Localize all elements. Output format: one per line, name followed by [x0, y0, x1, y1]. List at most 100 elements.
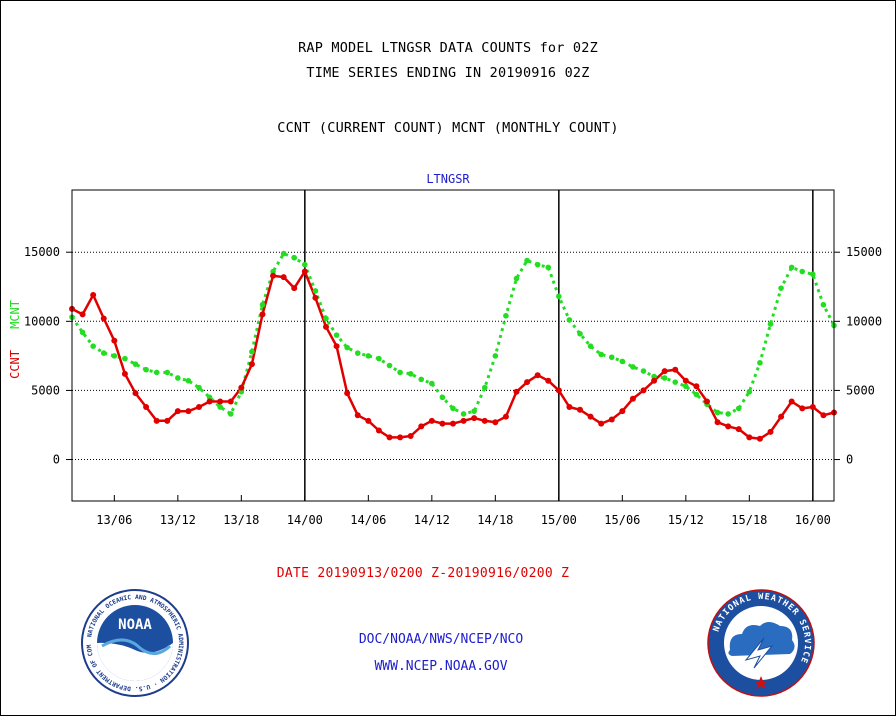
data-point-mcnt: [587, 343, 594, 349]
data-point-mcnt: [153, 369, 160, 376]
data-point-mcnt: [492, 353, 499, 359]
data-point-ccnt: [778, 413, 785, 420]
data-point-ccnt: [301, 268, 308, 275]
x-tick-label: 16/00: [795, 513, 831, 527]
data-point-ccnt: [735, 426, 742, 433]
data-point-mcnt: [249, 348, 255, 355]
data-point-ccnt: [270, 272, 277, 279]
data-point-mcnt: [481, 384, 488, 391]
data-point-mcnt: [534, 261, 541, 268]
data-point-mcnt: [820, 301, 827, 308]
y-tick-label-left: 0: [53, 453, 60, 467]
data-point-ccnt: [725, 423, 732, 430]
data-point-ccnt: [471, 415, 478, 422]
data-point-ccnt: [354, 412, 361, 419]
data-point-ccnt: [153, 417, 160, 424]
data-point-ccnt: [704, 398, 710, 405]
data-point-ccnt: [502, 413, 509, 420]
noaa-logo-text: NOAA: [118, 617, 152, 633]
noaa-logo-icon: NOAA NATIONAL OCEANIC AND ATMOSPHERIC AD…: [80, 588, 189, 697]
data-point-mcnt: [450, 405, 456, 412]
x-tick-label: 14/18: [477, 513, 513, 527]
data-point-ccnt: [386, 434, 393, 441]
data-point-mcnt: [259, 301, 266, 308]
data-point-mcnt: [132, 361, 139, 367]
credit-line-2: WWW.NCEP.NOAA.GOV: [374, 659, 508, 674]
data-point-ccnt: [238, 384, 245, 391]
data-point-ccnt: [248, 361, 255, 368]
data-point-ccnt: [629, 395, 636, 402]
y-tick-label-left: 15000: [24, 245, 60, 259]
grid-lines: [72, 190, 834, 501]
data-point-ccnt: [481, 417, 488, 424]
data-point-mcnt: [799, 268, 806, 275]
data-point-mcnt: [111, 353, 118, 359]
data-point-ccnt: [259, 311, 266, 318]
data-point-ccnt: [619, 408, 626, 415]
data-point-ccnt: [196, 404, 202, 411]
data-point-ccnt: [111, 337, 118, 344]
data-point-ccnt: [651, 377, 658, 384]
data-point-ccnt: [164, 417, 171, 424]
x-tick-label: 13/12: [160, 513, 196, 527]
data-point-mcnt: [164, 369, 171, 376]
data-point-mcnt: [217, 404, 223, 410]
date-range: DATE 20190913/0200 Z-20190916/0200 Z: [276, 566, 570, 581]
data-point-mcnt: [725, 411, 731, 417]
data-point-mcnt: [376, 355, 382, 362]
data-point-ccnt: [121, 370, 128, 377]
data-point-mcnt: [767, 321, 774, 327]
data-point-mcnt: [471, 408, 477, 414]
nws-logo-icon: NATIONAL WEATHER SERVICE: [707, 589, 815, 697]
data-point-mcnt: [280, 250, 287, 257]
credit-line-1: DOC/NOAA/NWS/NCEP/NCO: [358, 632, 524, 647]
chart-title-line1: RAP MODEL LTNGSR DATA COUNTS for 02Z: [298, 40, 598, 56]
data-point-ccnt: [291, 285, 298, 292]
data-point-ccnt: [534, 372, 541, 379]
series-points: [69, 250, 837, 442]
y-tick-label-left: 10000: [24, 314, 60, 328]
data-point-ccnt: [90, 292, 97, 299]
data-point-mcnt: [577, 330, 583, 337]
data-point-mcnt: [693, 391, 700, 398]
data-point-mcnt: [608, 354, 615, 361]
data-point-mcnt: [291, 254, 298, 261]
data-point-ccnt: [756, 435, 763, 442]
data-point-mcnt: [354, 350, 361, 356]
data-point-ccnt: [428, 417, 435, 424]
x-tick-label: 14/00: [287, 513, 323, 527]
data-point-ccnt: [714, 419, 721, 426]
data-point-mcnt: [683, 383, 689, 390]
x-tick-label: 15/12: [668, 513, 704, 527]
data-point-ccnt: [397, 434, 404, 441]
data-point-mcnt: [810, 271, 816, 278]
data-point-mcnt: [788, 264, 795, 271]
data-point-ccnt: [545, 377, 552, 384]
data-point-mcnt: [79, 329, 86, 336]
y-tick-label-right: 5000: [846, 383, 875, 397]
data-point-mcnt: [757, 359, 763, 366]
data-point-ccnt: [174, 408, 181, 415]
data-point-mcnt: [545, 264, 552, 271]
data-point-mcnt: [429, 380, 435, 387]
data-point-ccnt: [820, 412, 827, 419]
data-point-ccnt: [375, 427, 382, 434]
data-point-mcnt: [746, 389, 753, 395]
data-point-mcnt: [196, 384, 202, 391]
data-point-ccnt: [132, 390, 139, 397]
y-tick-label-left: 5000: [31, 383, 60, 397]
y-tick-label-right: 15000: [846, 245, 882, 259]
data-point-ccnt: [280, 274, 287, 281]
x-tick-label: 15/06: [604, 513, 640, 527]
data-point-mcnt: [556, 293, 562, 300]
data-point-mcnt: [714, 409, 721, 416]
data-point-ccnt: [587, 413, 594, 420]
data-point-mcnt: [227, 411, 234, 417]
data-point-mcnt: [630, 364, 636, 370]
data-point-mcnt: [640, 368, 647, 374]
data-point-mcnt: [397, 369, 403, 376]
data-point-ccnt: [407, 433, 414, 440]
data-point-ccnt: [513, 388, 520, 395]
data-point-mcnt: [619, 358, 626, 365]
